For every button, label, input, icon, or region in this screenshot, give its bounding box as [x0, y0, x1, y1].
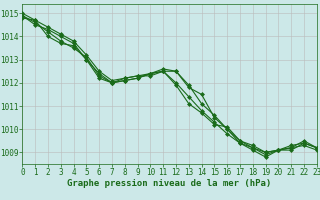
X-axis label: Graphe pression niveau de la mer (hPa): Graphe pression niveau de la mer (hPa): [68, 179, 272, 188]
